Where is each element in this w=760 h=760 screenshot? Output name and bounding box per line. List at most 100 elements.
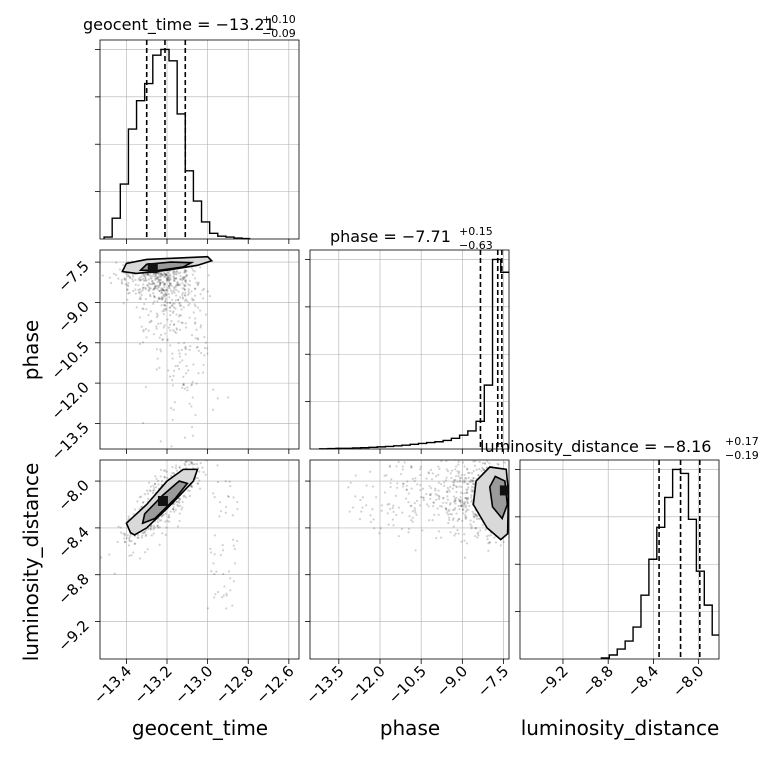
xtick-label-phase: −9.0 <box>433 662 471 700</box>
scatter-point <box>182 287 186 290</box>
scatter-point <box>454 502 457 505</box>
scatter-point <box>175 288 178 291</box>
scatter-point <box>421 444 423 446</box>
scatter-point <box>192 298 195 302</box>
scatter-point <box>170 298 174 301</box>
scatter-point <box>392 504 395 507</box>
scatter-point <box>422 498 425 502</box>
scatter-point <box>206 352 209 355</box>
scatter-point <box>203 439 205 441</box>
scatter-point <box>173 277 176 280</box>
scatter-point <box>401 511 404 514</box>
scatter-point <box>190 485 193 489</box>
scatter-point <box>437 530 441 533</box>
scatter-point <box>195 462 199 466</box>
scatter-point <box>352 506 355 509</box>
scatter-point <box>221 543 224 547</box>
scatter-point <box>449 512 452 516</box>
scatter-point <box>454 468 457 471</box>
scatter-point <box>178 301 181 304</box>
scatter-point <box>187 288 190 291</box>
scatter-point <box>172 269 175 273</box>
scatter-point <box>198 470 201 473</box>
scatter-point <box>182 382 185 386</box>
scatter-point <box>144 533 148 536</box>
scatter-point <box>401 485 405 488</box>
scatter-point <box>156 520 160 524</box>
scatter-point <box>450 469 454 472</box>
scatter-point <box>155 325 158 328</box>
scatter-point <box>160 297 163 300</box>
scatter-point <box>153 288 156 291</box>
scatter-point <box>170 304 174 307</box>
scatter-point <box>373 527 376 530</box>
scatter-point <box>131 280 135 283</box>
scatter-point <box>461 480 464 483</box>
scatter-point <box>181 291 185 294</box>
scatter-point <box>175 273 178 276</box>
scatter-point <box>166 277 169 280</box>
scatter-point <box>450 513 453 516</box>
scatter-point <box>151 282 154 285</box>
scatter-point <box>427 505 430 508</box>
scatter-point <box>147 329 150 332</box>
scatter-point <box>123 541 127 544</box>
scatter-point <box>123 278 127 281</box>
title-luminosity-distance-sub: −0.19 <box>725 449 759 462</box>
scatter-point <box>166 289 169 292</box>
hist-panel-geocent_time <box>95 40 299 244</box>
scatter-point <box>156 284 159 287</box>
scatter-point <box>155 315 159 319</box>
scatter-point <box>446 498 449 501</box>
scatter-point <box>191 434 195 437</box>
xlabel-luminosity-distance: luminosity_distance <box>521 716 720 740</box>
scatter-point <box>139 279 142 282</box>
scatter-point <box>400 527 404 531</box>
scatter-point <box>153 486 156 490</box>
scatter-point <box>164 533 167 537</box>
scatter-point <box>159 350 163 353</box>
scatter-point <box>429 493 432 497</box>
scatter-point <box>144 327 148 331</box>
scatter-point <box>169 323 172 326</box>
scatter-point <box>176 280 179 284</box>
scatter-point <box>437 489 440 492</box>
scatter-point <box>175 469 179 472</box>
scatter-point <box>467 476 470 479</box>
scatter-point <box>183 494 186 497</box>
scatter-point <box>137 288 140 291</box>
scatter-point <box>464 506 468 509</box>
scatter-point <box>454 532 457 535</box>
scatter-point <box>126 274 129 278</box>
scatter-point <box>177 349 180 352</box>
scatter-point <box>172 408 175 411</box>
scatter-point <box>446 469 450 473</box>
scatter-point <box>460 504 464 508</box>
scatter-point <box>456 529 459 532</box>
scatter-point <box>451 518 455 521</box>
scatter-point <box>150 275 153 278</box>
scatter-point <box>159 278 163 282</box>
scatter-point <box>127 281 130 285</box>
scatter-point <box>223 585 226 588</box>
title-luminosity-distance: luminosity_distance = −8.16 <box>480 437 711 457</box>
scatter-point <box>474 460 477 463</box>
scatter-point <box>132 289 135 293</box>
scatter-point <box>188 463 191 466</box>
scatter-point <box>160 515 163 518</box>
scatter-point <box>481 462 484 465</box>
scatter-point <box>179 296 182 299</box>
scatter-point <box>173 278 176 281</box>
scatter-point <box>232 544 235 547</box>
scatter-point <box>156 524 159 528</box>
scatter-point <box>455 512 458 515</box>
scatter-point <box>459 496 462 499</box>
scatter-point <box>194 287 197 291</box>
scatter-point <box>461 500 464 503</box>
scatter-point <box>458 480 462 483</box>
scatter-point <box>457 504 460 508</box>
scatter-point <box>178 512 181 515</box>
scatter-point <box>386 503 389 506</box>
scatter-point <box>409 504 412 508</box>
